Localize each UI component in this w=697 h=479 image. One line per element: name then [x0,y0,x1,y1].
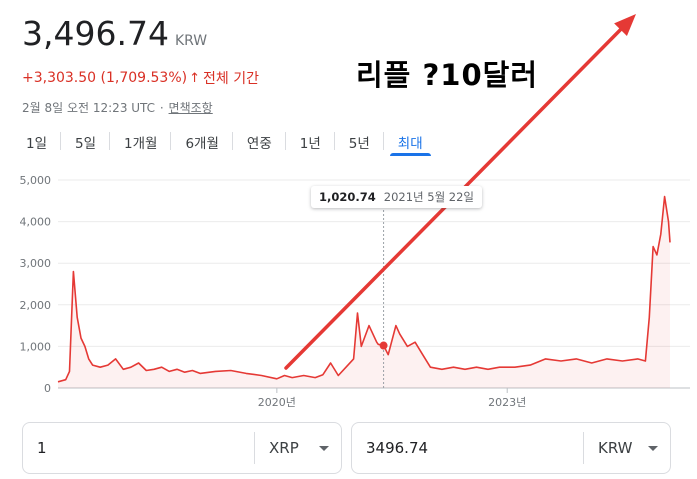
chart-tooltip: 1,020.74 2021년 5월 22일 [311,186,483,208]
tooltip-date: 2021년 5월 22일 [383,190,475,204]
x-tick-label: 2023년 [488,396,526,409]
converter-to: 3496.74 KRW [351,422,671,474]
timestamp-separator: · [159,101,164,115]
y-tick-label: 0 [44,382,51,395]
series-line [57,195,671,383]
tab-label: 1일 [26,136,48,152]
up-arrow-icon: ↑ [189,70,201,86]
tab-range[interactable]: 연중 [233,126,286,156]
price-header: 3,496.74 KRW [22,14,207,53]
converter-divider [583,432,584,464]
hover-point [379,341,388,350]
range-tabs: 1일 5일 1개월 6개월 연중 1년 5년 최대 [12,126,437,156]
y-tick-label: 1,000 [20,340,52,353]
price-currency: KRW [174,33,208,49]
current-price: 3,496.74 [22,14,169,53]
to-unit-select[interactable]: KRW [584,439,670,457]
tab-divider [284,132,286,150]
from-unit-label: XRP [269,439,299,457]
tab-label: 1년 [299,136,321,152]
price-chart[interactable]: 0 1,000 2,000 3,000 4,000 5,000 2020년 2023년 [0,14,697,415]
from-amount-input[interactable]: 1 [37,439,47,457]
tab-divider [170,132,172,150]
tab-divider [60,132,62,150]
arrow-head-icon [614,14,636,36]
change-period: 전체 기간 [203,71,259,87]
disclaimer-link[interactable]: 면책조항 [168,101,213,115]
tab-label: 1개월 [124,136,158,152]
tab-range[interactable]: 1년 [286,126,335,156]
tooltip-value: 1,020.74 [319,190,376,204]
to-amount-input[interactable]: 3496.74 [366,439,429,457]
converter-from: 1 XRP [22,422,342,474]
annotation-text: 리플 ?10달러 [356,58,538,92]
chevron-down-icon [319,445,329,451]
tab-label: 5년 [348,136,370,152]
tab-divider [382,132,384,150]
change-value: +3,303.50 (1,709.53%) [22,70,188,86]
to-unit-label: KRW [598,439,633,457]
from-unit-select[interactable]: XRP [255,439,341,457]
timestamp: 2월 8일 오전 12:23 UTC [22,101,156,115]
tab-range[interactable]: 1일 [12,126,62,156]
series-area [58,196,670,388]
tab-divider [109,132,111,150]
tab-label: 최대 [397,136,423,152]
tab-label: 5일 [75,136,97,152]
tab-range[interactable]: 6개월 [171,126,233,156]
tab-divider [231,132,233,150]
y-tick-label: 4,000 [20,216,52,229]
tab-divider [333,132,335,150]
x-tick-label: 2020년 [258,396,296,409]
converter-divider [254,432,255,464]
y-tick-label: 2,000 [20,299,52,312]
chevron-down-icon [648,445,658,451]
tab-range[interactable]: 1개월 [110,126,172,156]
tab-range[interactable]: 최대 [384,126,437,156]
tab-label: 6개월 [185,136,219,152]
timestamp-row: 2월 8일 오전 12:23 UTC · 면책조항 [22,99,213,116]
tab-range[interactable]: 5일 [61,126,111,156]
tab-range[interactable]: 5년 [335,126,384,156]
y-tick-label: 3,000 [20,257,52,270]
price-change: +3,303.50 (1,709.53%) ↑ 전체 기간 [22,68,259,88]
tab-label: 연중 [246,136,272,152]
y-tick-label: 5,000 [20,174,52,187]
